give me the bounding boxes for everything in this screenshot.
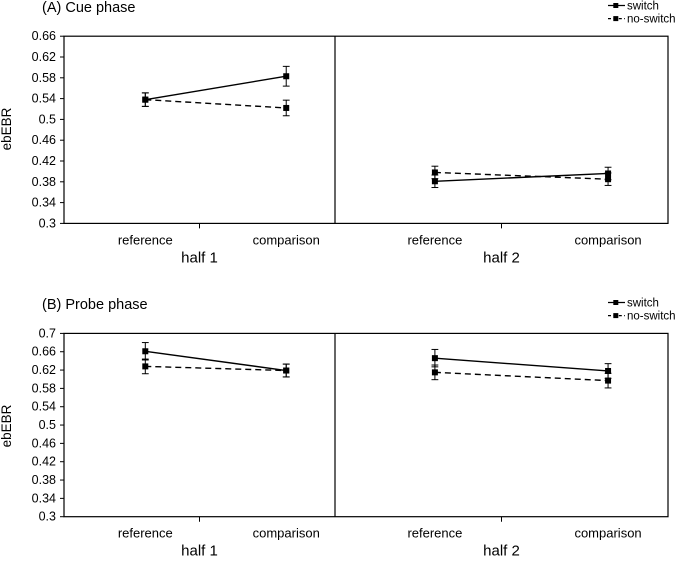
svg-text:(A) Cue phase: (A) Cue phase xyxy=(42,0,136,16)
svg-text:0.58: 0.58 xyxy=(32,381,56,395)
svg-text:switch: switch xyxy=(627,298,659,310)
svg-text:comparison: comparison xyxy=(574,232,641,247)
svg-text:0.62: 0.62 xyxy=(32,363,56,377)
svg-text:0.42: 0.42 xyxy=(32,455,56,469)
svg-text:0.3: 0.3 xyxy=(39,216,56,230)
svg-text:0.34: 0.34 xyxy=(32,491,56,505)
svg-text:0.42: 0.42 xyxy=(32,154,56,168)
svg-text:switch: switch xyxy=(627,1,659,13)
svg-text:0.38: 0.38 xyxy=(32,175,56,189)
svg-text:0.38: 0.38 xyxy=(32,473,56,487)
svg-text:0.54: 0.54 xyxy=(32,400,56,414)
svg-text:half 2: half 2 xyxy=(483,543,520,557)
svg-text:comparison: comparison xyxy=(253,526,320,541)
svg-text:0.66: 0.66 xyxy=(32,345,56,359)
svg-text:comparison: comparison xyxy=(253,232,320,247)
svg-text:half 1: half 1 xyxy=(181,249,218,266)
svg-text:comparison: comparison xyxy=(574,526,641,541)
svg-text:reference: reference xyxy=(118,232,173,247)
svg-text:no-switch: no-switch xyxy=(627,311,675,323)
svg-text:(B) Probe phase: (B) Probe phase xyxy=(42,297,148,313)
svg-text:ebEBR: ebEBR xyxy=(0,107,14,150)
svg-text:ebEBR: ebEBR xyxy=(0,404,14,447)
svg-text:0.62: 0.62 xyxy=(32,50,56,64)
svg-text:reference: reference xyxy=(407,526,462,541)
svg-text:0.66: 0.66 xyxy=(32,29,56,43)
svg-text:0.5: 0.5 xyxy=(39,112,56,126)
svg-text:reference: reference xyxy=(118,526,173,541)
svg-text:0.7: 0.7 xyxy=(39,326,56,340)
svg-text:reference: reference xyxy=(407,232,462,247)
svg-text:0.46: 0.46 xyxy=(32,436,56,450)
svg-text:0.3: 0.3 xyxy=(39,510,56,524)
svg-text:half 2: half 2 xyxy=(483,249,520,266)
svg-text:0.54: 0.54 xyxy=(32,92,56,106)
svg-text:no-switch: no-switch xyxy=(627,14,675,26)
svg-text:0.34: 0.34 xyxy=(32,196,56,210)
svg-text:half 1: half 1 xyxy=(181,543,218,557)
svg-text:0.46: 0.46 xyxy=(32,133,56,147)
svg-text:0.5: 0.5 xyxy=(39,418,56,432)
svg-text:0.58: 0.58 xyxy=(32,71,56,85)
